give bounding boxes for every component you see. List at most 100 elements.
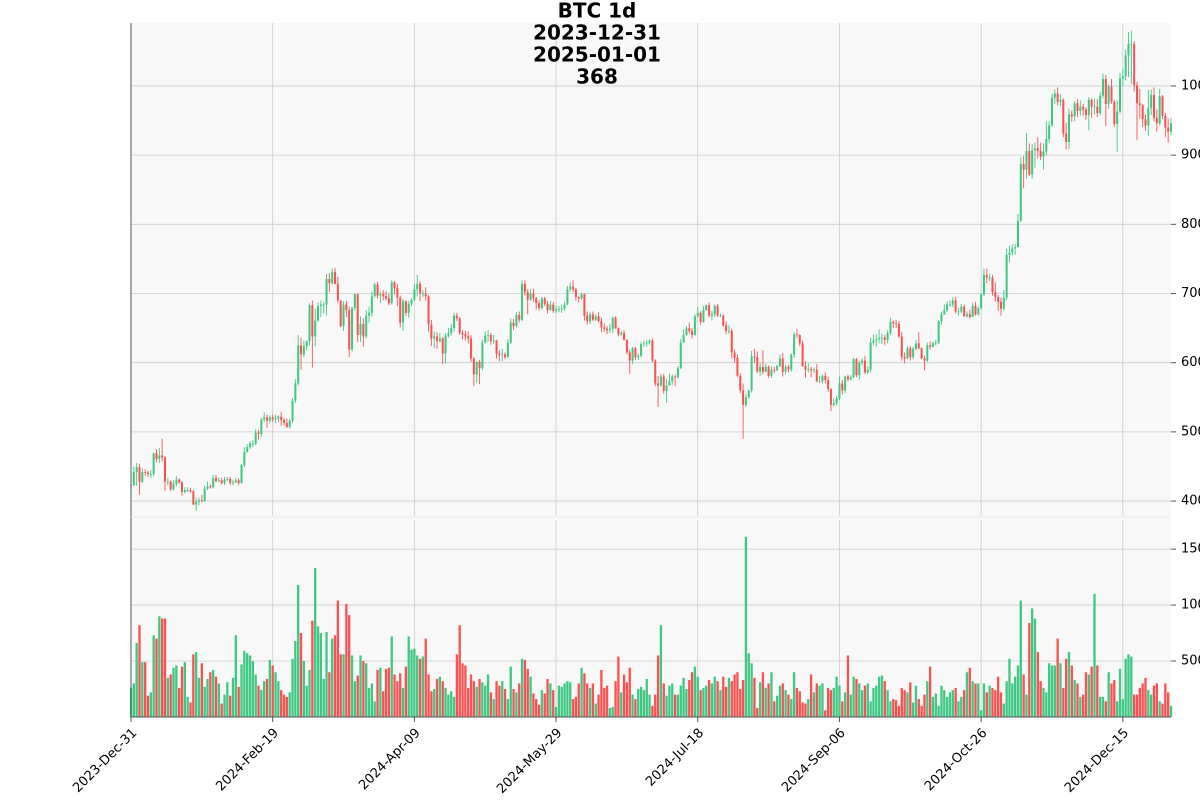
candle-body <box>637 355 640 358</box>
candle-body <box>577 296 580 299</box>
volume-bar <box>557 685 561 717</box>
volume-bar <box>481 682 484 717</box>
candle-body <box>183 489 186 493</box>
volume-bar <box>574 696 578 717</box>
candle-body <box>1005 254 1008 298</box>
candle-body <box>572 286 575 290</box>
volume-bar <box>464 665 467 717</box>
volume-bar <box>322 678 325 717</box>
volume-bar <box>138 625 141 717</box>
candle-body <box>591 314 594 320</box>
candle-body <box>529 293 532 300</box>
candle-body <box>750 356 753 391</box>
volume-bar <box>379 667 382 717</box>
candle-body <box>359 323 362 336</box>
candle-body <box>382 294 385 297</box>
volume-bar <box>934 693 937 717</box>
candle-body <box>325 278 328 305</box>
volume-bar <box>843 692 847 717</box>
volume-bar <box>622 674 626 717</box>
candle-body <box>217 480 220 482</box>
volume-bar <box>501 681 504 717</box>
candle-body <box>390 282 393 304</box>
candle-body <box>770 369 773 376</box>
candle-body <box>1150 94 1153 109</box>
candle-body <box>135 467 138 472</box>
volume-bar <box>549 683 552 717</box>
volume-bar <box>498 685 501 717</box>
volume-bar <box>812 692 816 717</box>
candle-body <box>229 478 232 484</box>
candle-body <box>912 348 915 358</box>
candle-body <box>1048 125 1051 140</box>
candle-body <box>878 337 881 340</box>
volume-bar <box>141 662 144 717</box>
candle-body <box>563 304 566 309</box>
candle-body <box>1028 150 1031 175</box>
volume-bar <box>818 685 821 717</box>
candle-body <box>1169 123 1173 132</box>
candle-body <box>1093 106 1096 108</box>
volume-bar <box>637 689 640 717</box>
volume-bar <box>758 682 762 717</box>
volume-bar <box>597 694 600 717</box>
volume-bar <box>733 674 736 717</box>
volume-bar <box>503 689 507 717</box>
candle-body <box>1096 106 1099 113</box>
volume-bar <box>594 703 597 717</box>
volume-bar <box>849 694 852 717</box>
volume-bar <box>438 676 442 717</box>
candle-body <box>668 381 671 386</box>
candle-body <box>492 340 495 342</box>
volume-bar <box>642 690 646 717</box>
volume-bar <box>155 638 158 717</box>
volume-bar <box>1076 683 1079 717</box>
volume-bar <box>804 703 807 717</box>
volume-bar <box>696 676 699 717</box>
candle-body <box>254 432 257 444</box>
volume-bar <box>877 676 881 717</box>
candle-body <box>560 308 563 310</box>
candle-body <box>404 301 407 313</box>
volume-bar <box>546 678 549 717</box>
x-tick-label: 2024-Oct-26 <box>922 726 990 794</box>
candle-body <box>464 334 467 337</box>
volume-bar <box>886 690 889 717</box>
volume-bar <box>529 676 532 717</box>
volume-bar <box>676 694 680 717</box>
volume-bar <box>1011 683 1014 717</box>
volume-bar <box>206 678 209 717</box>
volume-bar <box>894 700 898 717</box>
candle-body <box>1113 101 1116 125</box>
volume-bar <box>214 676 218 717</box>
candle-body <box>971 305 974 318</box>
volume-bar <box>1050 665 1054 717</box>
candle-body <box>713 305 716 315</box>
candle-body <box>461 332 464 335</box>
candle-body <box>727 330 730 332</box>
candle-body <box>379 294 382 296</box>
volume-bar <box>467 687 470 717</box>
candle-body <box>163 457 167 482</box>
volume-bar <box>396 681 399 717</box>
volume-bar <box>571 699 575 717</box>
volume-bar <box>336 600 340 717</box>
volume-bar <box>1036 652 1039 717</box>
candle-body <box>472 358 475 375</box>
volume-bar <box>209 672 212 717</box>
volume-bar <box>427 674 430 717</box>
volume-bar <box>883 681 886 717</box>
candle-body <box>370 296 373 313</box>
candle-body <box>963 306 966 317</box>
candle-body <box>824 375 827 380</box>
volume-bar <box>297 584 300 717</box>
volume-bar <box>875 685 878 717</box>
volume-bar <box>911 702 915 717</box>
candle-body <box>1070 114 1073 117</box>
candle-body <box>285 422 288 428</box>
candle-body <box>368 312 371 316</box>
volume-bar <box>889 701 892 717</box>
volume-bar <box>1059 663 1062 717</box>
candle-body <box>812 369 815 371</box>
